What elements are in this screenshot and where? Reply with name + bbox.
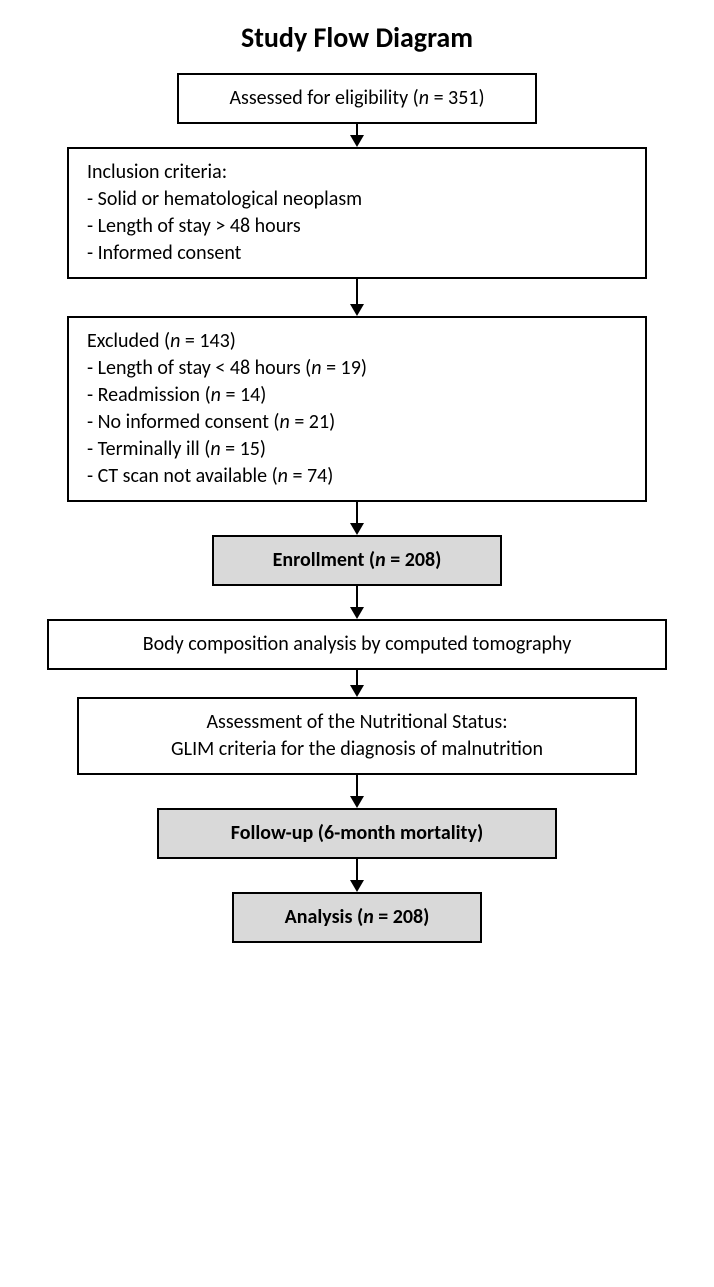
node-eligibility: Assessed for eligibility (n = 351) xyxy=(177,73,537,124)
arrow-down-icon xyxy=(350,859,364,892)
arrow-down-icon xyxy=(350,775,364,808)
node-glim: Assessment of the Nutritional Status:GLI… xyxy=(77,697,637,775)
flowchart-container: Assessed for eligibility (n = 351) Inclus… xyxy=(30,73,684,943)
arrow-down-icon xyxy=(350,502,364,535)
node-bodycomp: Body composition analysis by computed to… xyxy=(47,619,667,670)
arrow-down-icon xyxy=(350,279,364,316)
node-inclusion: Inclusion criteria:- Solid or hematologi… xyxy=(67,147,647,279)
node-analysis: Analysis (n = 208) xyxy=(232,892,482,943)
arrow-down-icon xyxy=(350,124,364,147)
node-excluded: Excluded (n = 143)- Length of stay < 48 … xyxy=(67,316,647,502)
diagram-title: Study Flow Diagram xyxy=(30,20,684,55)
arrow-down-icon xyxy=(350,586,364,619)
node-followup: Follow-up (6-month mortality) xyxy=(157,808,557,859)
arrow-down-icon xyxy=(350,670,364,697)
node-enrollment: Enrollment (n = 208) xyxy=(212,535,502,586)
